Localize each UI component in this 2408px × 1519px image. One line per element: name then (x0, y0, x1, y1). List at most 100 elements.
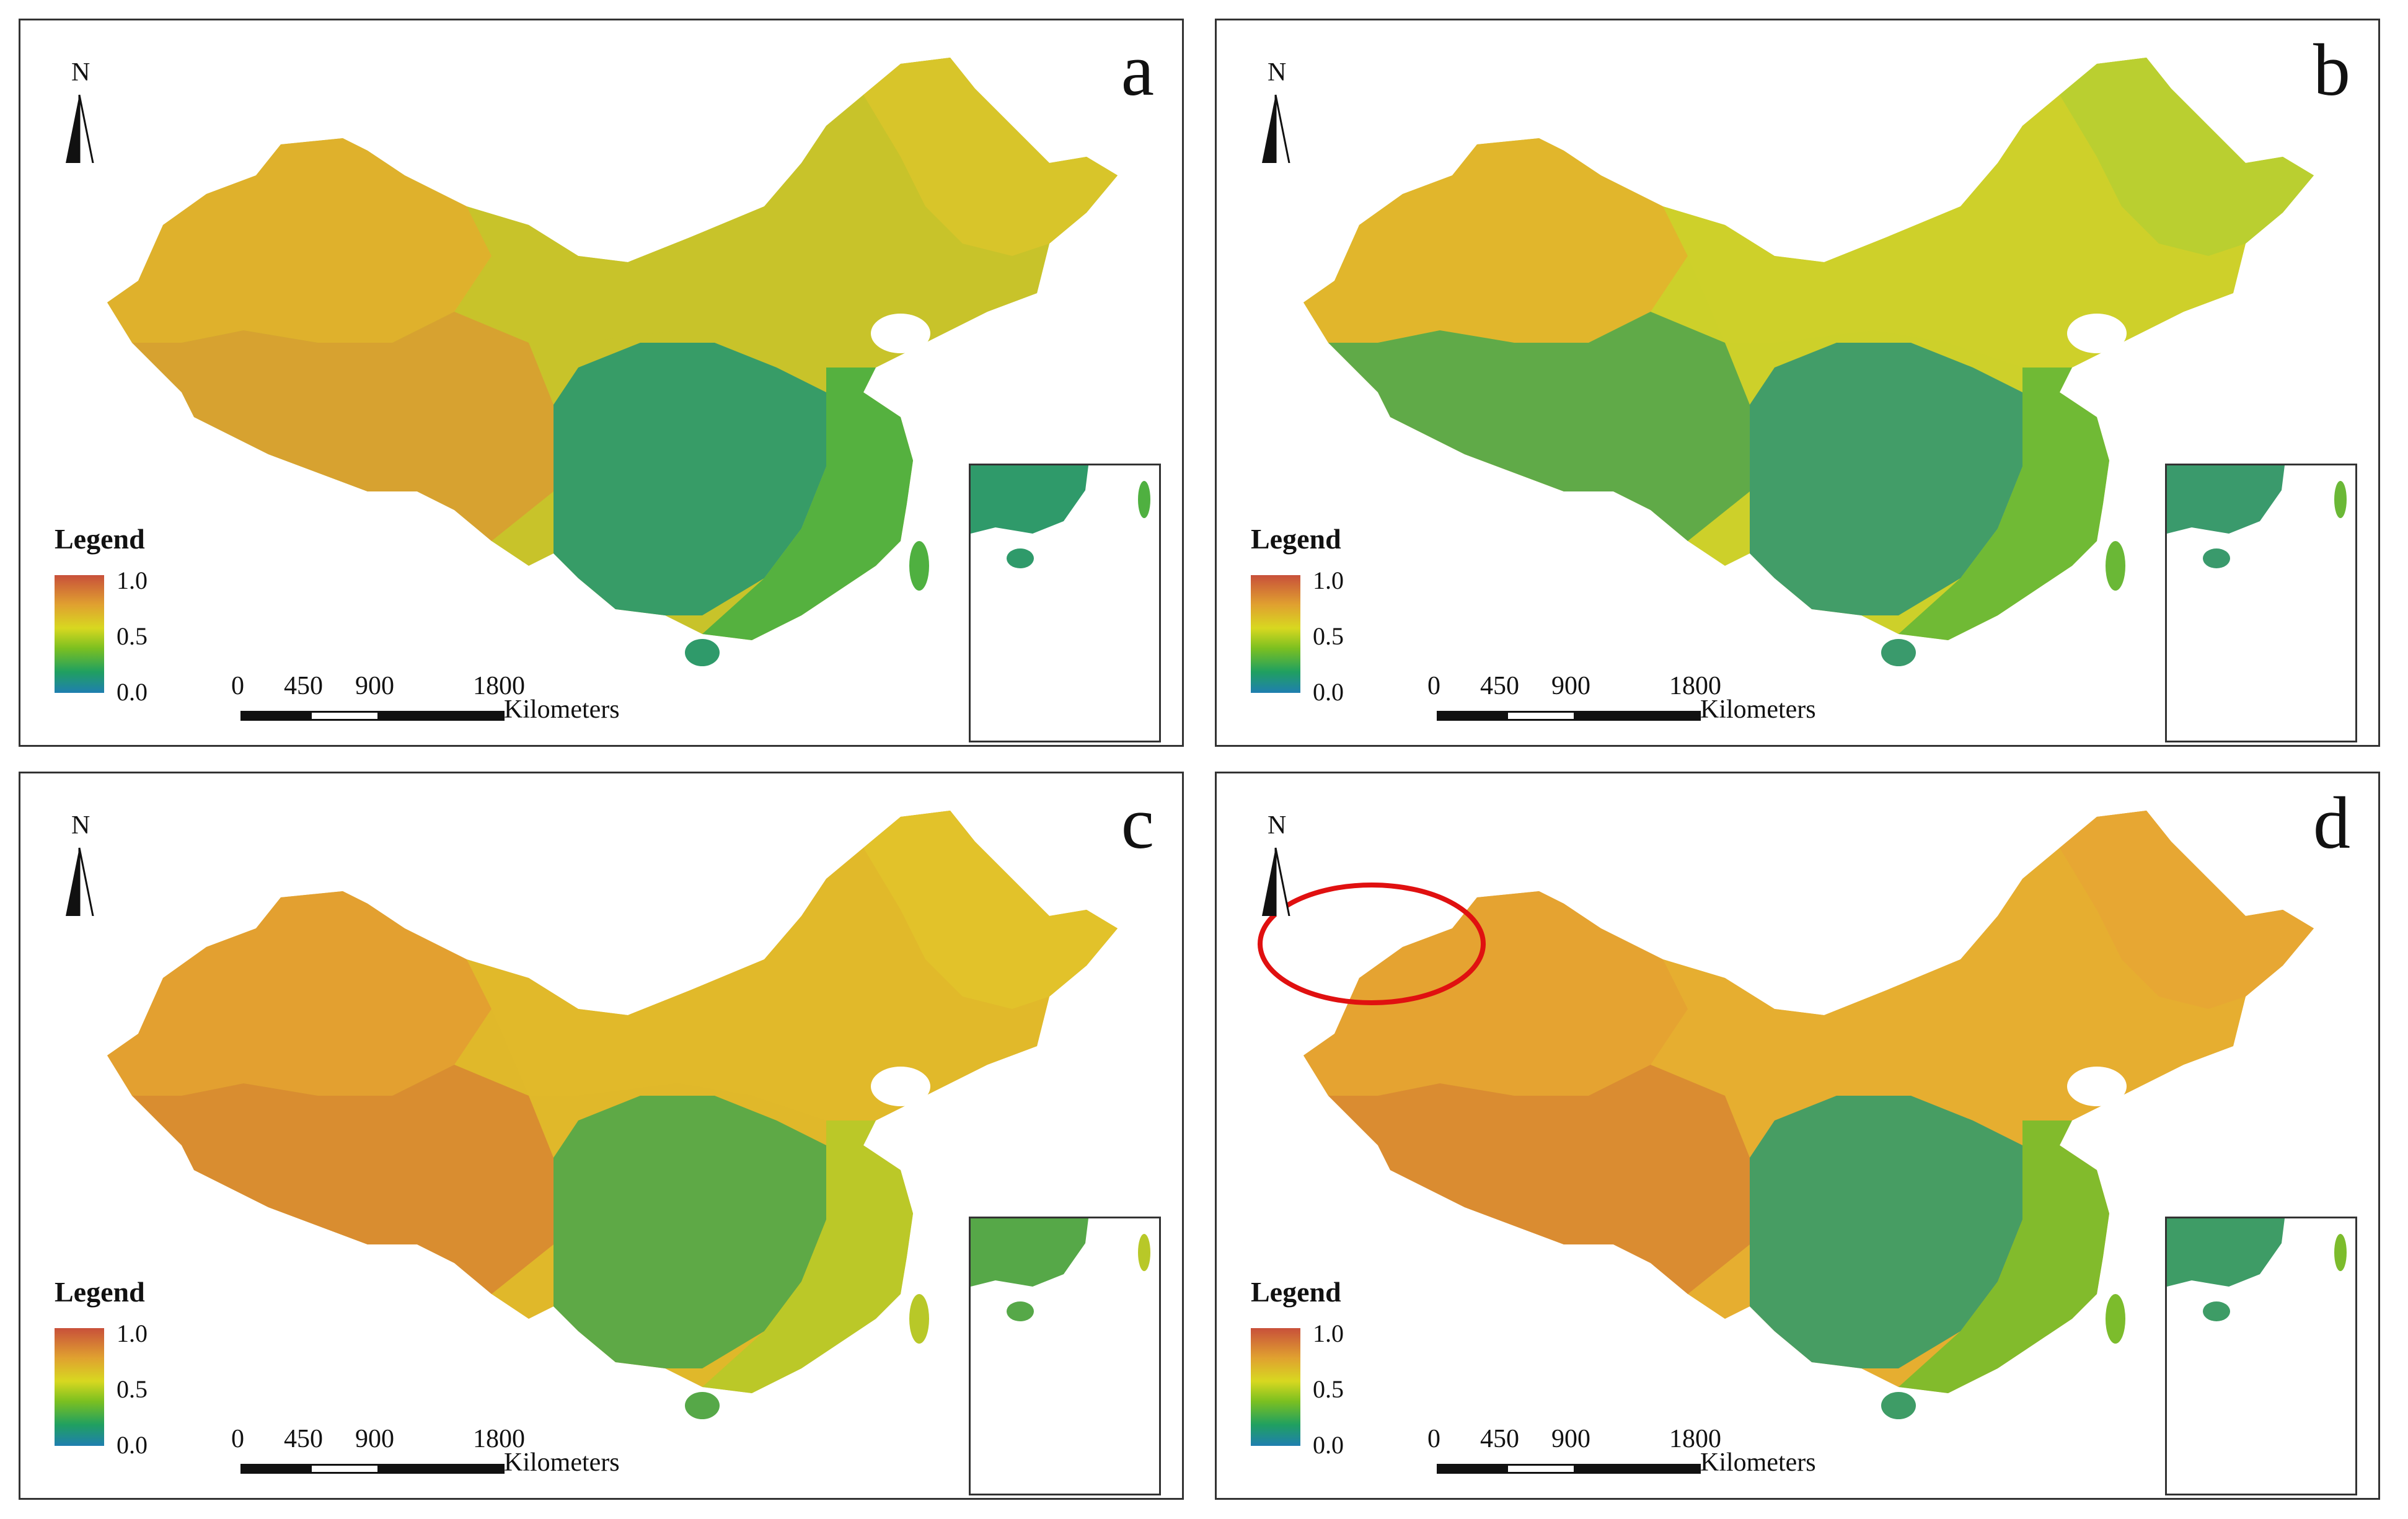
scale-segment (1506, 711, 1576, 721)
panel-letter: a (1121, 29, 1154, 111)
legend: Legend 1.0 0.5 0.0 (55, 1275, 148, 1459)
region-north (2060, 811, 2314, 1009)
hainan-island (685, 1392, 720, 1419)
bohai-sea (871, 1067, 930, 1106)
legend-mid: 0.5 (1313, 1375, 1344, 1403)
south-china-sea-inset (969, 464, 1161, 742)
map-panel-b: b N Legend 1.0 0.5 0.0 0 450 900 1800 Ki… (1215, 19, 2380, 747)
territory (107, 811, 1118, 1419)
inset-hainan (2203, 548, 2230, 568)
scale-segment (377, 1464, 505, 1474)
scale-bar: 0 450 900 1800 Kilometers (1418, 671, 1852, 724)
inset-hainan (2203, 1301, 2230, 1321)
taiwan-island (2106, 1294, 2125, 1344)
inset-taiwan (1138, 1234, 1150, 1271)
inset-hainan (1007, 1301, 1034, 1321)
region-east (1899, 368, 2109, 640)
scale-bar: 0 450 900 1800 Kilometers (1418, 1424, 1852, 1477)
scale-tick-1800: 1800 (473, 672, 525, 700)
scale-segment (377, 711, 505, 721)
panel-letter: c (1121, 782, 1154, 864)
legend-title: Legend (1251, 1276, 1341, 1308)
legend-min: 0.0 (1313, 1431, 1344, 1459)
region-north (863, 811, 1118, 1009)
region-tibet (1328, 1065, 1750, 1294)
region-tibet (132, 1065, 553, 1294)
scale-unit: Kilometers (504, 695, 620, 724)
bohai-sea (2067, 314, 2127, 353)
taiwan-island (909, 541, 929, 591)
north-label: N (71, 811, 90, 840)
legend-color-ramp (1251, 575, 1300, 693)
scale-tick-0: 0 (231, 1425, 244, 1453)
territory (1303, 811, 2314, 1419)
scale-segment (1437, 1464, 1508, 1474)
legend: Legend 1.0 0.5 0.0 (1251, 1275, 1344, 1459)
highlight-circle (1258, 883, 1486, 1005)
scale-tick-1800: 1800 (473, 1425, 525, 1453)
inset-coast (2167, 1218, 2285, 1287)
taiwan-island (2106, 541, 2125, 591)
scale-tick-900: 900 (355, 1425, 394, 1453)
north-label: N (1268, 811, 1287, 840)
region-west (107, 138, 492, 343)
south-china-sea-inset (2165, 464, 2357, 742)
region-south (553, 1096, 826, 1368)
panel-letter: d (2313, 782, 2350, 864)
hainan-island (685, 639, 720, 666)
scale-tick-450: 450 (284, 1425, 323, 1453)
legend-color-ramp (55, 1328, 104, 1446)
south-china-sea-inset (2165, 1217, 2357, 1495)
taiwan-island (909, 1294, 929, 1344)
legend-mid: 0.5 (1313, 622, 1344, 650)
map-panel-c: c N Legend 1.0 0.5 0.0 0 450 900 1800 Ki… (19, 772, 1184, 1500)
inset-coast (971, 1218, 1088, 1287)
north-arrow-icon: N (1254, 58, 1303, 163)
territory (1303, 58, 2314, 666)
south-china-sea-inset (969, 1217, 1161, 1495)
region-west (1303, 891, 1688, 1096)
region-east (702, 1121, 913, 1393)
north-arrow-icon: N (58, 58, 107, 163)
legend-mid: 0.5 (117, 1375, 148, 1403)
north-arrow-icon: N (1254, 811, 1303, 916)
legend-title: Legend (55, 523, 145, 555)
legend-min: 0.0 (1313, 678, 1344, 706)
map-panel-a: a N Legend 1.0 0.5 0.0 0 450 900 1800 Ki… (19, 19, 1184, 747)
scale-segment (310, 711, 379, 721)
region-south (1750, 343, 2022, 615)
region-west (107, 891, 492, 1096)
scale-segment (1574, 1464, 1701, 1474)
scale-segment (1437, 711, 1508, 721)
legend-color-ramp (1251, 1328, 1300, 1446)
scale-segment (240, 711, 312, 721)
legend-mid: 0.5 (117, 622, 148, 650)
scale-unit: Kilometers (1700, 695, 1816, 724)
scale-segment (1506, 1464, 1576, 1474)
legend-min: 0.0 (117, 678, 148, 706)
scale-bar: 0 450 900 1800 Kilometers (222, 671, 656, 724)
map-panel-d: d N Legend 1.0 0.5 0.0 0 450 900 1800 Ki… (1215, 772, 2380, 1500)
scale-segment (310, 1464, 379, 1474)
inset-taiwan (2334, 481, 2347, 518)
china-map (1303, 58, 2314, 666)
bohai-sea (2067, 1067, 2127, 1106)
scale-unit: Kilometers (1700, 1448, 1816, 1477)
inset-hainan (1007, 548, 1034, 568)
north-label: N (71, 58, 90, 87)
inset-taiwan (1138, 481, 1150, 518)
hainan-island (1881, 1392, 1916, 1419)
legend-max: 1.0 (1313, 1319, 1344, 1347)
scale-segment (1574, 711, 1701, 721)
legend-title: Legend (1251, 523, 1341, 555)
scale-tick-450: 450 (1480, 672, 1519, 700)
region-west (1303, 138, 1688, 343)
region-south (1750, 1096, 2022, 1368)
china-map (1258, 811, 2314, 1419)
hainan-island (1881, 639, 1916, 666)
region-east (702, 368, 913, 640)
scale-tick-900: 900 (1551, 1425, 1590, 1453)
region-south (553, 343, 826, 615)
bohai-sea (871, 314, 930, 353)
legend-min: 0.0 (117, 1431, 148, 1459)
